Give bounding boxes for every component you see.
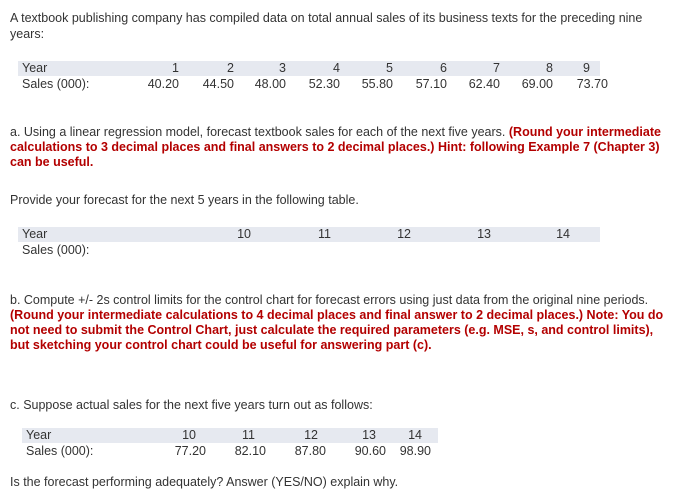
year-cell: 9 bbox=[583, 61, 590, 75]
part-c-question: c. Suppose actual sales for the next fiv… bbox=[10, 398, 373, 412]
part-b-instruction: (Round your intermediate calculations to… bbox=[10, 308, 664, 352]
year-cell: 11 bbox=[242, 428, 255, 442]
sales-cell: 73.70 bbox=[576, 77, 608, 91]
sales-cell: 55.80 bbox=[361, 77, 393, 91]
year-cell: 5 bbox=[386, 61, 393, 75]
sales-cell: 62.40 bbox=[468, 77, 500, 91]
sales-label: Sales (000): bbox=[22, 243, 90, 257]
part-a-text: a. Using a linear regression model, fore… bbox=[10, 125, 509, 139]
year-cell: 12 bbox=[304, 428, 318, 442]
year-cell: 13 bbox=[477, 227, 491, 241]
sales-row: Sales (000): 40.20 44.50 48.00 52.30 55.… bbox=[18, 77, 608, 92]
year-cell: 11 bbox=[318, 227, 331, 241]
year-label: Year bbox=[26, 428, 52, 442]
actual-sales-table: Year 10 11 12 13 14 Sales (000): 77.20 8… bbox=[22, 428, 438, 460]
part-a-instruction: (Round your intermediate calculations to… bbox=[10, 125, 661, 169]
year-cell: 8 bbox=[546, 61, 553, 75]
year-row: Year 1 2 3 4 5 6 7 8 9 bbox=[18, 61, 600, 76]
part-b-question: b. Compute +/- 2s control limits for the… bbox=[10, 293, 670, 353]
sales-cell: 44.50 bbox=[202, 77, 234, 91]
year-label: Year bbox=[22, 61, 48, 75]
provide-instruction: Provide your forecast for the next 5 yea… bbox=[10, 193, 359, 207]
year-cell: 14 bbox=[408, 428, 422, 442]
year-row: Year 10 11 12 13 14 bbox=[18, 227, 600, 242]
year-cell: 6 bbox=[440, 61, 447, 75]
year-cell: 14 bbox=[556, 227, 570, 241]
year-cell: 2 bbox=[227, 61, 234, 75]
sales-cell: 52.30 bbox=[308, 77, 340, 91]
sales-cell: 57.10 bbox=[415, 77, 447, 91]
intro-text: A textbook publishing company has compil… bbox=[10, 11, 643, 41]
part-a-question: a. Using a linear regression model, fore… bbox=[10, 125, 670, 170]
year-cell: 10 bbox=[237, 227, 251, 241]
year-cell: 12 bbox=[397, 227, 411, 241]
year-cell: 3 bbox=[279, 61, 286, 75]
sales-cell: 77.20 bbox=[174, 444, 206, 458]
year-row: Year 10 11 12 13 14 bbox=[22, 428, 438, 443]
year-cell: 13 bbox=[362, 428, 376, 442]
sales-cell: 98.90 bbox=[399, 444, 431, 458]
sales-cell: 82.10 bbox=[234, 444, 266, 458]
year-cell: 4 bbox=[333, 61, 340, 75]
historical-sales-table: Year 1 2 3 4 5 6 7 8 9 Sales (000): 40.2… bbox=[18, 61, 608, 93]
sales-cell: 48.00 bbox=[254, 77, 286, 91]
part-b-text: b. Compute +/- 2s control limits for the… bbox=[10, 293, 649, 307]
year-cell: 1 bbox=[172, 61, 179, 75]
sales-cell: 90.60 bbox=[354, 444, 386, 458]
sales-cell: 69.00 bbox=[521, 77, 553, 91]
year-cell: 10 bbox=[182, 428, 196, 442]
year-label: Year bbox=[22, 227, 48, 241]
sales-label: Sales (000): bbox=[26, 444, 94, 458]
sales-row: Sales (000): bbox=[18, 243, 600, 258]
sales-row: Sales (000): 77.20 82.10 87.80 90.60 98.… bbox=[22, 444, 438, 459]
year-cell: 7 bbox=[493, 61, 500, 75]
sales-cell: 40.20 bbox=[147, 77, 179, 91]
forecast-table: Year 10 11 12 13 14 Sales (000): bbox=[18, 227, 600, 259]
sales-cell: 87.80 bbox=[294, 444, 326, 458]
sales-label: Sales (000): bbox=[22, 77, 90, 91]
adequacy-question: Is the forecast performing adequately? A… bbox=[10, 475, 399, 489]
